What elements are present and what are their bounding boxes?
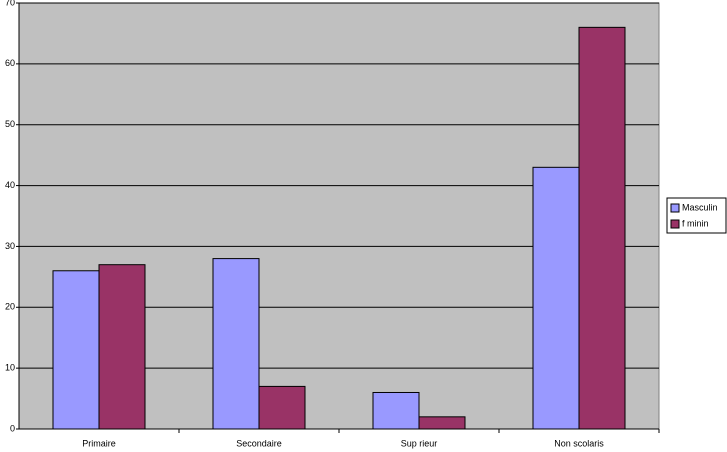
x-tick-label: Sup rieur [401, 438, 438, 448]
legend-swatch [670, 219, 680, 229]
bar [258, 385, 306, 430]
y-tick-label: 40 [5, 180, 15, 190]
bar [98, 264, 146, 430]
bar [418, 416, 466, 430]
y-tick-label: 0 [10, 423, 15, 433]
bar [52, 270, 100, 430]
x-tick-label: Non scolaris [554, 438, 604, 448]
y-tick-label: 20 [5, 302, 15, 312]
legend-swatch [670, 203, 680, 213]
bar [212, 258, 260, 430]
x-tick-label: Secondaire [236, 438, 282, 448]
legend-label: Masculin [682, 202, 718, 212]
y-tick-label: 60 [5, 58, 15, 68]
y-tick-label: 70 [5, 0, 15, 7]
y-tick-label: 50 [5, 119, 15, 129]
legend-label: f minin [682, 218, 709, 228]
y-tick-label: 10 [5, 363, 15, 373]
y-tick-label: 30 [5, 241, 15, 251]
bar [532, 166, 580, 430]
x-tick-label: Primaire [82, 438, 116, 448]
bar [578, 26, 626, 430]
bar [372, 391, 420, 430]
